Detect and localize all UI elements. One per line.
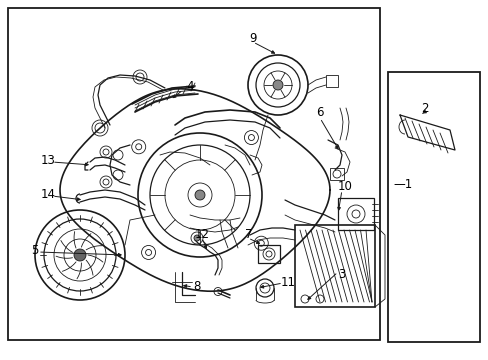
- Text: 7: 7: [245, 229, 252, 242]
- Text: 6: 6: [316, 107, 323, 120]
- Text: 2: 2: [420, 102, 428, 114]
- Bar: [8, 8, 379, 340]
- Bar: [329, 168, 343, 180]
- Text: 9: 9: [249, 31, 256, 45]
- Bar: [325, 75, 337, 87]
- Text: 5: 5: [31, 243, 39, 256]
- Text: 11: 11: [280, 276, 295, 289]
- Text: 14: 14: [41, 188, 55, 201]
- Text: 3: 3: [338, 267, 345, 280]
- Bar: [337, 198, 373, 230]
- Text: 4: 4: [186, 81, 193, 94]
- Text: 13: 13: [41, 153, 55, 166]
- Circle shape: [74, 249, 86, 261]
- Bar: [294, 225, 374, 307]
- Bar: [258, 245, 280, 263]
- Text: —1: —1: [392, 179, 411, 192]
- Circle shape: [272, 80, 283, 90]
- Circle shape: [195, 190, 204, 200]
- Bar: [387, 72, 479, 342]
- Text: 10: 10: [337, 180, 352, 194]
- Text: 8: 8: [193, 280, 200, 293]
- Text: 12: 12: [194, 228, 209, 240]
- Circle shape: [194, 235, 200, 241]
